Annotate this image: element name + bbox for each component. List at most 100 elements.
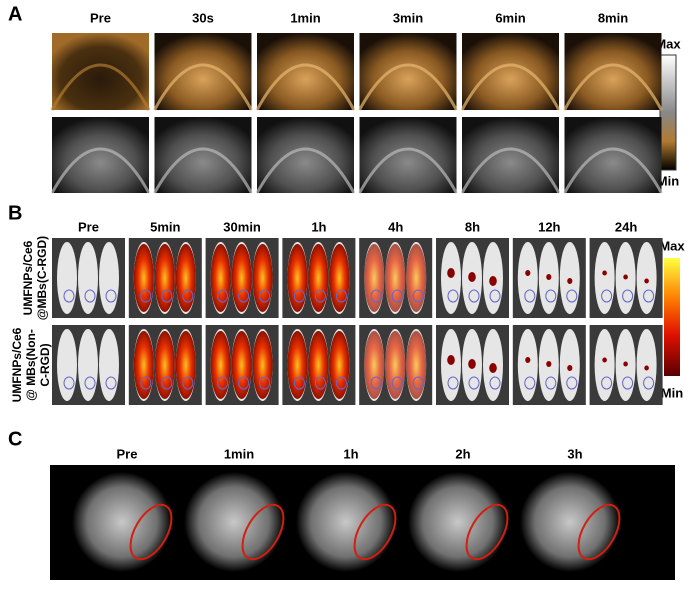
signal	[364, 331, 385, 399]
tissue-outline	[255, 63, 356, 111]
row-label: @ MBs(Non-	[24, 329, 38, 401]
colorbar-min: Min	[661, 385, 683, 400]
tumor-roi	[241, 503, 285, 561]
signal	[468, 272, 476, 282]
mouse	[517, 242, 538, 314]
column-label: 8min	[598, 10, 628, 25]
column-label: 1min	[224, 446, 254, 461]
column-label: Pre	[78, 219, 99, 234]
tumor-roi	[643, 376, 655, 390]
panel-label: C	[8, 428, 22, 450]
tumor-roi	[601, 376, 613, 390]
column-label: 4h	[388, 219, 403, 234]
tumor-roi	[412, 289, 424, 303]
bmode-image	[154, 117, 252, 193]
signal	[546, 361, 552, 367]
tumor-roi	[335, 376, 347, 390]
signal	[385, 331, 406, 399]
tissue-outline	[153, 147, 253, 194]
tumor-roi	[412, 376, 424, 390]
bmode-image	[359, 117, 457, 193]
tissue-outline	[460, 147, 561, 194]
tumor-roi	[293, 376, 305, 390]
column-label: 2h	[455, 446, 470, 461]
tumor-roi	[524, 376, 536, 390]
mouse	[78, 329, 98, 401]
row-label: UMFNPs/Ce6	[10, 327, 24, 402]
tumor-roi	[622, 289, 634, 303]
signal	[287, 244, 308, 312]
tumor-roi	[259, 376, 271, 390]
signal	[406, 331, 427, 399]
colorbar-max: Max	[659, 238, 685, 253]
column-label: Pre	[117, 446, 138, 461]
row-label: UMFNPs/Ce6	[21, 240, 35, 315]
mouse	[594, 242, 615, 314]
tissue-outline	[255, 147, 356, 194]
column-label: 3h	[567, 446, 582, 461]
signal	[525, 270, 531, 276]
signal	[567, 278, 573, 284]
tumor-roi	[63, 289, 75, 303]
tumor-roi	[545, 376, 557, 390]
tumor-roi	[447, 289, 459, 303]
signal	[602, 357, 607, 363]
signal	[546, 274, 552, 280]
signal	[644, 278, 649, 284]
tumor-roi	[545, 289, 557, 303]
signal	[175, 244, 196, 312]
tumor-roi	[217, 289, 229, 303]
signal	[308, 244, 329, 312]
mouse	[517, 329, 538, 401]
tumor-roi	[370, 289, 382, 303]
tumor-roi	[566, 376, 578, 390]
bmode-image	[564, 117, 662, 193]
panel-label: B	[8, 202, 22, 224]
signal	[385, 244, 406, 312]
mouse	[57, 242, 77, 314]
tumor-roi	[238, 289, 250, 303]
signal	[489, 363, 497, 373]
signal	[525, 357, 531, 363]
mouse	[99, 242, 119, 314]
mri-image	[296, 472, 396, 572]
tumor-roi	[217, 376, 229, 390]
ultrasound-image	[359, 33, 457, 110]
signal	[133, 244, 154, 312]
signal	[231, 244, 252, 312]
tumor-roi	[182, 376, 194, 390]
signal	[623, 361, 628, 367]
column-label: 1h	[311, 219, 326, 234]
signal	[287, 331, 308, 399]
mouse	[636, 329, 657, 401]
column-label: 24h	[615, 219, 637, 234]
tissue-outline	[153, 63, 253, 111]
tumor-roi	[353, 503, 397, 561]
mri-image	[184, 472, 284, 572]
column-label: Pre	[90, 10, 111, 25]
mri-image	[72, 472, 172, 572]
tumor-roi	[63, 376, 75, 390]
tumor-roi	[643, 289, 655, 303]
bmode-image	[257, 117, 354, 193]
tumor-roi	[468, 289, 480, 303]
row-label: C-RGD)	[38, 343, 52, 386]
column-label: 1h	[343, 446, 358, 461]
tumor-roi	[293, 289, 305, 303]
tissue-outline	[50, 147, 151, 194]
tumor-roi	[182, 289, 194, 303]
tumor-roi	[335, 289, 347, 303]
signal	[329, 244, 350, 312]
tumor-roi	[566, 289, 578, 303]
signal	[231, 331, 252, 399]
signal	[567, 365, 573, 371]
tumor-roi	[489, 289, 501, 303]
signal	[447, 355, 455, 365]
mouse	[636, 242, 657, 314]
ultrasound-image	[564, 33, 662, 110]
signal	[623, 274, 628, 280]
tumor-roi	[314, 376, 326, 390]
tumor-roi	[601, 289, 613, 303]
tumor-roi	[129, 503, 173, 561]
